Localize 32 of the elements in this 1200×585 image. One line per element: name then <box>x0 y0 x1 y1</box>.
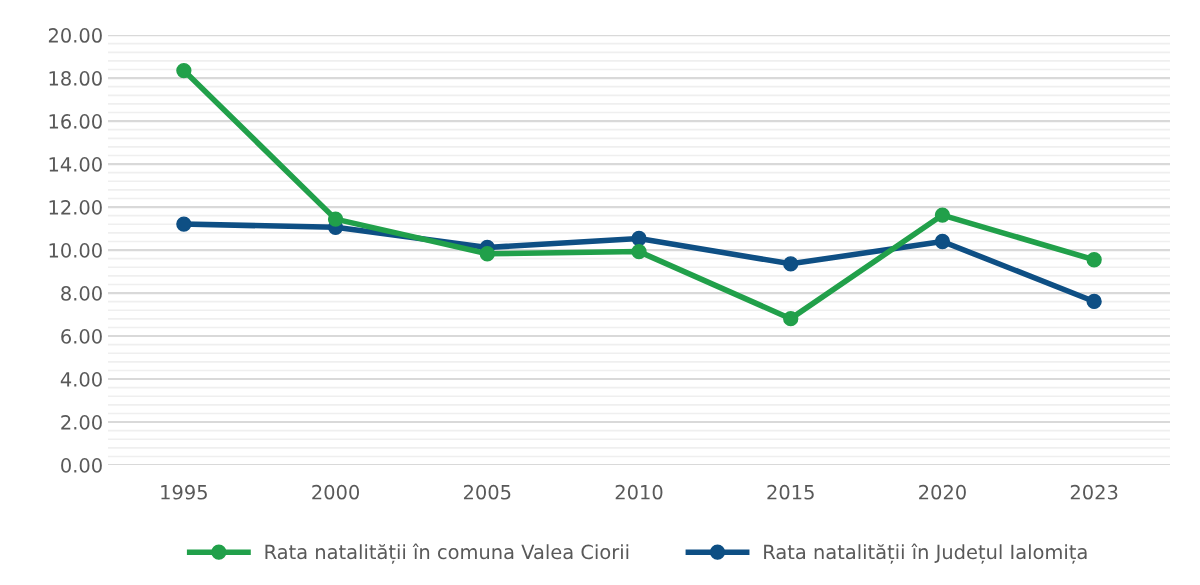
y-tick-label: 8.00 <box>61 286 102 301</box>
y-tick-label: 0.00 <box>61 458 102 473</box>
y-tick-label: 16.00 <box>49 114 102 129</box>
x-tick-label: 2020 <box>919 484 966 500</box>
y-tick-label: 6.00 <box>61 329 102 344</box>
point <box>176 62 192 79</box>
x-tick-label: 2000 <box>312 484 360 500</box>
y-tick-label: 12.00 <box>49 200 102 215</box>
x-tick-label: 2005 <box>463 484 511 500</box>
y-tick-label: 18.00 <box>49 71 102 86</box>
x-tick-label: 2023 <box>1070 484 1118 500</box>
x-tick-label: 1995 <box>161 484 207 500</box>
point <box>327 211 344 227</box>
x-tick-label: 2010 <box>615 484 663 500</box>
point <box>176 216 192 232</box>
y-tick-label: 10.00 <box>49 243 102 258</box>
y-tick-label: 4.00 <box>60 372 102 387</box>
point <box>479 246 495 262</box>
point <box>631 243 647 260</box>
y-tick-label: 2.00 <box>61 415 102 430</box>
point <box>783 256 799 272</box>
legend-label: Rata natalității în comuna Valea Ciorii <box>265 543 629 564</box>
point <box>1086 293 1102 310</box>
legend-label: Rata natalității în Județul Ialomița <box>764 543 1087 564</box>
point <box>934 207 951 223</box>
y-tick-label: 14.00 <box>49 157 102 172</box>
point <box>783 311 799 327</box>
y-tick-label: 20.00 <box>48 28 102 43</box>
x-tick-label: 2015 <box>767 484 814 500</box>
point <box>934 233 951 250</box>
point <box>631 230 647 247</box>
point <box>1086 252 1102 268</box>
